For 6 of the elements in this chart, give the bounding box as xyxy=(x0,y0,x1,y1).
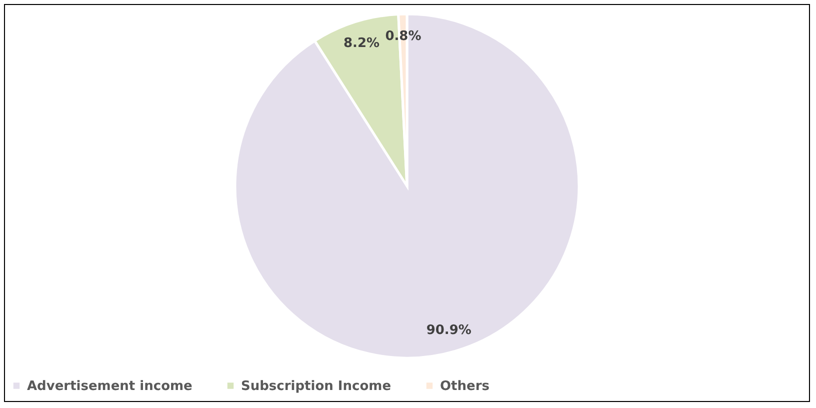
data-label: 8.2% xyxy=(343,36,380,52)
legend-label: Others xyxy=(440,378,490,394)
legend-label: Subscription Income xyxy=(241,378,392,394)
data-label: 0.8% xyxy=(385,29,422,44)
legend-label: Advertisement income xyxy=(27,378,193,394)
data-label: 90.9% xyxy=(426,323,472,338)
